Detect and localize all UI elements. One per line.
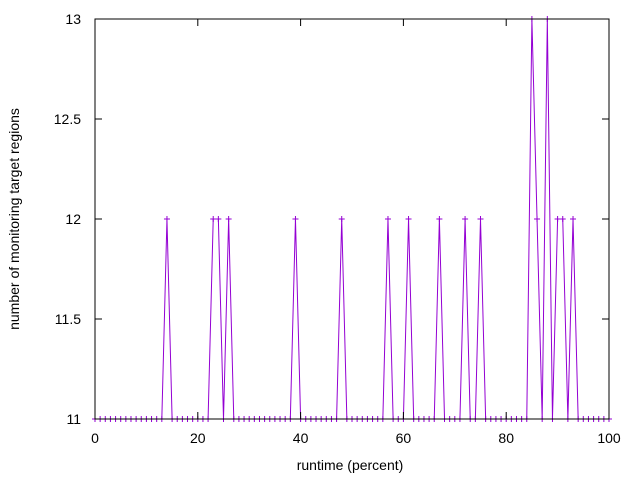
data-point [570, 216, 577, 222]
x-tick-label: 20 [190, 430, 206, 446]
x-tick-label: 40 [293, 430, 309, 446]
y-tick-label: 12.5 [54, 111, 81, 127]
data-point [292, 216, 299, 222]
y-tick-label: 13 [65, 11, 81, 27]
data-point [559, 216, 566, 222]
data-point [405, 216, 412, 222]
data-point [338, 216, 345, 222]
x-tick-label: 100 [597, 430, 621, 446]
data-point [225, 216, 232, 222]
plot-border [94, 18, 610, 420]
data-point [554, 216, 561, 222]
y-tick-label: 11.5 [55, 311, 81, 327]
data-point [215, 216, 222, 222]
series-line [95, 18, 609, 420]
data-point [477, 216, 484, 222]
data-point [210, 216, 217, 222]
plot-frame [94, 18, 610, 420]
data-point [163, 216, 170, 222]
data-point [384, 216, 391, 222]
y-tick-label: 11 [66, 411, 81, 427]
y-tick-label: 12 [65, 211, 81, 227]
data-point [462, 216, 469, 222]
data-point [534, 216, 541, 222]
data-point [436, 216, 443, 222]
x-tick-label: 80 [498, 430, 514, 446]
y-axis-label: number of monitoring target regions [6, 108, 22, 330]
x-tick-label: 60 [396, 430, 412, 446]
axis-ticks: 0 20 40 60 80 100 11 11.5 12 12.5 13 [54, 11, 621, 446]
data-layer [92, 16, 612, 422]
x-axis-label: runtime (percent) [297, 457, 404, 473]
x-tick-label: 0 [91, 430, 99, 446]
